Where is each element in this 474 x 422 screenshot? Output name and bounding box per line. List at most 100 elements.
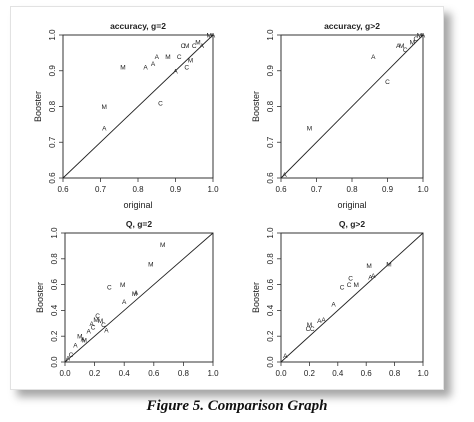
panel-4-x-tick-label: 0.6 bbox=[361, 369, 373, 378]
panel-2-x-tick-label: 0.6 bbox=[275, 185, 287, 194]
panel-3-data-point: M bbox=[148, 261, 153, 268]
panel-2-y-axis-label: Booster bbox=[251, 91, 261, 122]
panel-3-data-point: C bbox=[69, 352, 74, 359]
panel-3-y-axis-label: Booster bbox=[35, 282, 45, 313]
panel-3-y-tick-label: 0.4 bbox=[50, 304, 59, 316]
panel-1-data-point: A bbox=[143, 65, 148, 72]
panel-3-x-tick-label: 0.4 bbox=[119, 369, 131, 378]
panel-4-data-point: M bbox=[354, 282, 359, 289]
panel-2-data-point: M bbox=[307, 125, 312, 132]
panel-3-y-tick-label: 0.8 bbox=[50, 253, 59, 265]
panel-2-data-point: A bbox=[282, 172, 287, 179]
panel-1-data-point: C bbox=[177, 54, 182, 61]
panel-3-x-tick-label: 0.2 bbox=[89, 369, 101, 378]
panel-1-x-tick-label: 0.9 bbox=[170, 185, 182, 194]
panel-1-data-point: C bbox=[184, 65, 189, 72]
panel-1-x-tick-label: 0.7 bbox=[95, 185, 107, 194]
panel-2-y-tick-label: 0.9 bbox=[266, 65, 275, 77]
panel-4-x-tick-label: 1.0 bbox=[417, 369, 429, 378]
panel-1-y-tick-label: 0.6 bbox=[48, 172, 57, 184]
panel-3-plot-box bbox=[64, 232, 214, 363]
panel-1-data-point: A bbox=[151, 61, 156, 68]
panel-4-data-point: A bbox=[371, 273, 376, 280]
panel-4-data-point: A bbox=[368, 274, 373, 281]
panel-3-x-tick-label: 0.8 bbox=[178, 369, 190, 378]
panel-4-y-tick-label: 0.8 bbox=[266, 253, 275, 265]
panel-1-data-point: C bbox=[158, 100, 163, 107]
panel-2-x-tick-label: 0.7 bbox=[311, 185, 323, 194]
panel-1-data-point: M bbox=[184, 43, 189, 50]
panel-2-y-tick-label: 1.0 bbox=[266, 29, 275, 41]
panel-1-y-tick-label: 0.9 bbox=[48, 65, 57, 77]
panel-4-data-point: C bbox=[306, 326, 311, 333]
panel-3-data-point: M bbox=[77, 334, 82, 341]
panel-3-data-point: M bbox=[120, 282, 125, 289]
panel-3-data-point: C bbox=[95, 313, 100, 320]
panel-4-data-point: M bbox=[307, 322, 312, 329]
panel-1-data-point: C bbox=[181, 43, 186, 50]
panel-4-y-tick-label: 1.0 bbox=[266, 227, 275, 239]
panel-4-x-tick-label: 0.4 bbox=[332, 369, 344, 378]
panel-2-x-tick-label: 0.9 bbox=[382, 185, 394, 194]
panel-1-data-point: M bbox=[102, 104, 107, 111]
panel-4-data-point: A bbox=[317, 318, 322, 325]
panel-2-y-tick-label: 0.6 bbox=[266, 172, 275, 184]
panel-4-data-point: A bbox=[321, 317, 326, 324]
panel-1-data-point: M bbox=[165, 54, 170, 61]
panel-3-data-point: A bbox=[104, 327, 109, 334]
panel-1-data-point: A bbox=[200, 43, 205, 50]
panel-3-data-point: M bbox=[82, 338, 87, 345]
panel-1-y-axis-label: Booster bbox=[33, 91, 43, 122]
panel-1-data-point: M bbox=[207, 33, 212, 40]
panel-4-plot-box bbox=[280, 232, 424, 363]
panel-3-data-point: C bbox=[101, 322, 106, 329]
panel-1-x-tick-label: 1.0 bbox=[207, 185, 219, 194]
panel-2-title: accuracy, g>2 bbox=[324, 21, 380, 31]
panel-3-data-point: A bbox=[89, 321, 94, 328]
panel-3-reference-line bbox=[64, 232, 214, 363]
panel-1-x-tick-label: 0.6 bbox=[57, 185, 69, 194]
panel-4-data-point: C bbox=[347, 282, 352, 289]
panel-3-x-tick-label: 0.6 bbox=[148, 369, 160, 378]
panel-1-y-tick-label: 0.8 bbox=[48, 100, 57, 112]
panel-2-data-point: M bbox=[417, 33, 422, 40]
panel-3-data-point: C bbox=[107, 285, 112, 292]
panel-1-y-tick-label: 0.7 bbox=[48, 136, 57, 148]
panel-3-data-point: A bbox=[87, 329, 92, 336]
panel-1-title: accuracy, g=2 bbox=[110, 21, 166, 31]
panel-3-y-tick-label: 0.6 bbox=[50, 278, 59, 290]
panel-1-data-point: A bbox=[211, 33, 216, 40]
panel-4-data-point: M bbox=[366, 263, 371, 270]
panel-3-data-point: C bbox=[91, 325, 96, 332]
panel-1-data-point: A bbox=[155, 54, 160, 61]
panel-2-data-point: C bbox=[414, 36, 419, 43]
panel-4-data-point: C bbox=[340, 285, 345, 292]
panel-1-data-point: M bbox=[188, 58, 193, 65]
panel-4-y-tick-label: 0.0 bbox=[266, 356, 275, 368]
panel-3-title: Q, g=2 bbox=[126, 219, 152, 229]
panel-3-data-point: M bbox=[132, 291, 137, 298]
panel-4-x-tick-label: 0.2 bbox=[304, 369, 316, 378]
panel-3-data-point: A bbox=[122, 299, 127, 306]
panel-2-data-point: M bbox=[410, 40, 415, 47]
panel-2-data-point: A bbox=[396, 43, 401, 50]
panel-4-y-tick-label: 0.6 bbox=[266, 278, 275, 290]
figure-frame bbox=[10, 6, 444, 390]
panel-3-data-point: A bbox=[73, 343, 78, 350]
panel-3-y-tick-label: 0.2 bbox=[50, 330, 59, 342]
panel-4-data-point: M bbox=[386, 261, 391, 268]
panel-4-y-axis-label: Booster bbox=[251, 282, 261, 313]
panel-3-y-tick-label: 1.0 bbox=[50, 227, 59, 239]
panel-1-y-tick-label: 1.0 bbox=[48, 29, 57, 41]
panel-3-data-point: A bbox=[134, 290, 139, 297]
panel-1-data-point: M bbox=[120, 65, 125, 72]
panel-2-data-point: C bbox=[385, 79, 390, 86]
panel-2-x-tick-label: 0.8 bbox=[346, 185, 358, 194]
panel-4-x-tick-label: 0.8 bbox=[389, 369, 401, 378]
panel-1-data-point: A bbox=[173, 68, 178, 75]
panel-4-x-tick-label: 0.0 bbox=[275, 369, 287, 378]
panel-3-data-point: M bbox=[93, 317, 98, 324]
figure-caption: Figure 5. Comparison Graph bbox=[146, 398, 328, 414]
panel-1-data-point: C bbox=[192, 43, 197, 50]
